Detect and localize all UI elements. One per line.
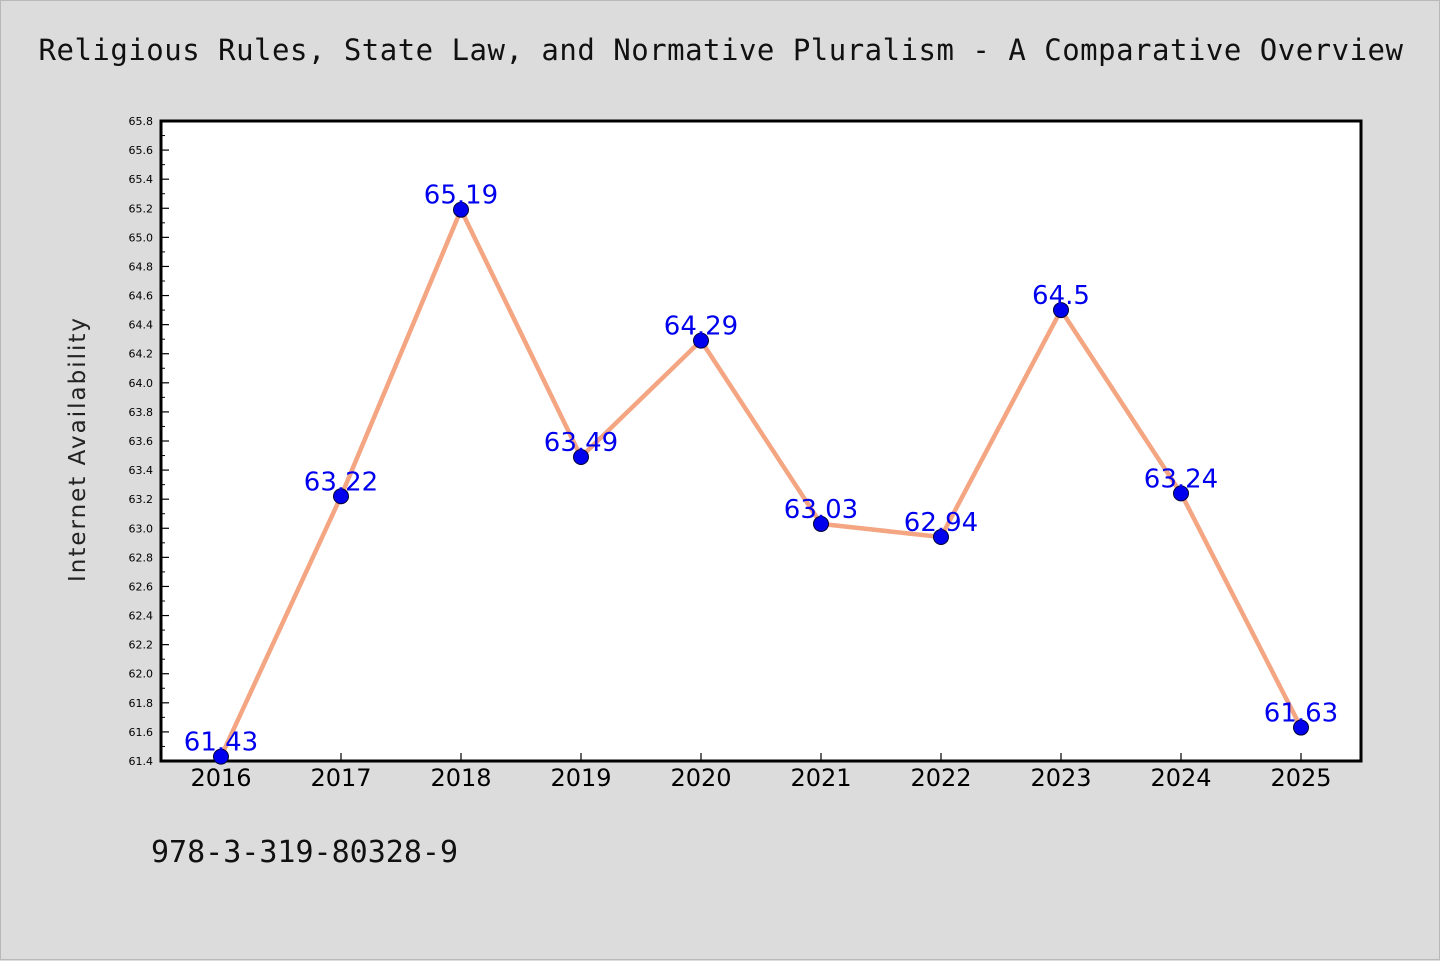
data-point <box>1173 485 1189 502</box>
data-point <box>333 488 349 505</box>
y-tick-label: 64.8 <box>129 260 154 273</box>
data-point <box>933 529 949 545</box>
data-point <box>813 515 829 532</box>
y-tick-label: 65.0 <box>129 231 154 244</box>
isbn-text: 978-3-319-80328-9 <box>151 835 459 870</box>
y-tick-label: 61.8 <box>129 697 154 710</box>
x-tick-label: 2019 <box>550 764 611 792</box>
data-label: 63.24 <box>1144 464 1218 494</box>
y-tick-label: 61.4 <box>129 755 154 768</box>
data-label: 65.19 <box>424 181 498 211</box>
y-tick-label: 61.6 <box>129 726 154 739</box>
x-tick-label: 2025 <box>1270 764 1331 792</box>
x-tick-label: 2016 <box>190 764 251 792</box>
x-tick-label: 2018 <box>430 764 491 792</box>
y-tick-label: 63.8 <box>129 406 154 419</box>
y-tick-label: 62.4 <box>129 610 154 623</box>
data-label: 61.63 <box>1264 699 1338 729</box>
x-tick-label: 2023 <box>1030 764 1091 792</box>
y-tick-label: 65.2 <box>129 202 154 215</box>
data-label: 63.03 <box>784 495 858 525</box>
data-point <box>453 201 469 218</box>
data-point <box>1293 719 1309 736</box>
y-tick-label: 65.8 <box>129 115 154 128</box>
y-tick-label: 64.2 <box>129 348 154 361</box>
data-point <box>213 748 229 765</box>
data-point <box>573 449 589 465</box>
y-tick-label: 63.4 <box>129 464 154 477</box>
y-tick-label: 64.4 <box>129 319 154 332</box>
y-tick-label: 65.4 <box>129 173 154 186</box>
x-tick-label: 2020 <box>670 764 731 792</box>
data-label: 61.43 <box>184 728 258 758</box>
x-tick-label: 2024 <box>1150 764 1211 792</box>
chart-title: Religious Rules, State Law, and Normativ… <box>38 33 1404 67</box>
x-tick-label: 2022 <box>910 764 971 792</box>
data-label: 62.94 <box>904 508 978 538</box>
data-point <box>693 332 709 349</box>
y-tick-label: 63.2 <box>129 493 154 506</box>
y-tick-label: 62.2 <box>129 639 154 652</box>
y-tick-label: 63.6 <box>129 435 154 448</box>
y-tick-label: 62.8 <box>129 551 154 564</box>
y-tick-label: 62.6 <box>129 580 154 593</box>
data-label: 64.5 <box>1032 281 1090 311</box>
y-tick-label: 62.0 <box>129 668 154 681</box>
plot-area <box>159 119 1363 763</box>
data-label: 63.49 <box>544 428 618 458</box>
data-label: 64.29 <box>664 312 738 342</box>
data-point <box>1053 302 1069 319</box>
x-tick-label: 2017 <box>310 764 371 792</box>
y-tick-label: 63.0 <box>129 522 154 535</box>
data-label: 63.22 <box>304 467 378 497</box>
x-tick-label: 2021 <box>790 764 851 792</box>
y-tick-label: 64.0 <box>129 377 154 390</box>
series-line <box>218 207 1304 759</box>
y-tick-label: 65.6 <box>129 144 154 157</box>
y-tick-label: 64.6 <box>129 290 154 303</box>
